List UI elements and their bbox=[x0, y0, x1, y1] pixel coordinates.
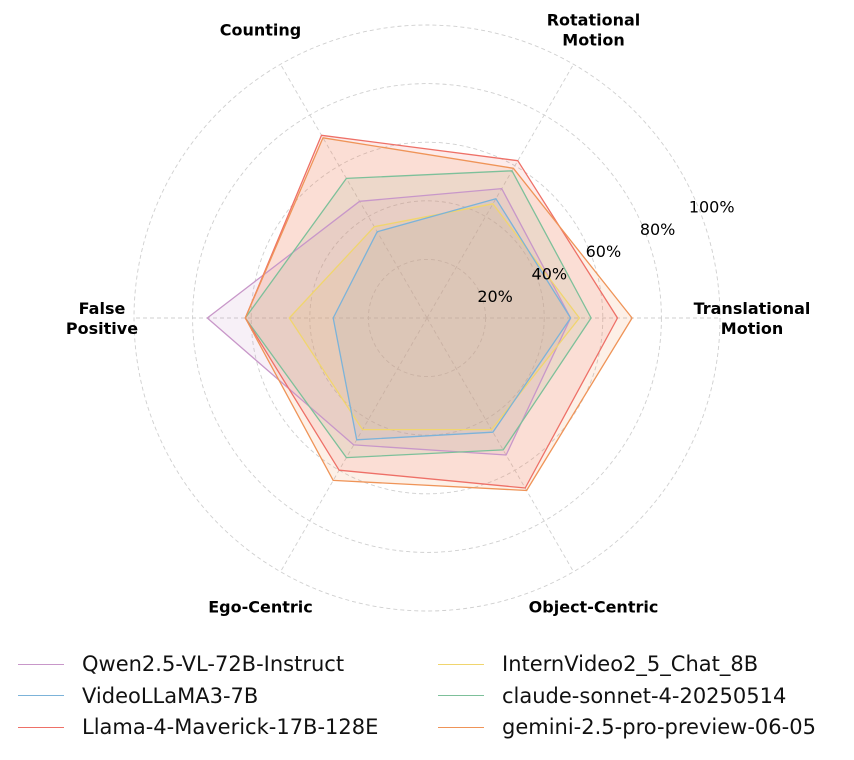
legend-item-4: claude-sonnet-4-20250514 bbox=[438, 680, 786, 712]
legend-swatch-4 bbox=[438, 695, 484, 696]
axis-label-2: Rotational Motion bbox=[547, 11, 641, 50]
legend-label-6: gemini-2.5-pro-preview-06-05 bbox=[502, 715, 816, 739]
radar-chart: 20% 40% 60% 80% 100% Translational Motion Rota… bbox=[66, 11, 810, 617]
tick-label-3: 60% bbox=[586, 242, 622, 261]
series-line-1 bbox=[206, 187, 572, 456]
legend-swatch-1 bbox=[18, 663, 64, 665]
series-fills bbox=[207, 135, 633, 491]
legend-swatch-3 bbox=[18, 695, 64, 696]
series-fill-5 bbox=[245, 135, 618, 489]
tick-label-1: 20% bbox=[477, 287, 513, 306]
series-line-2 bbox=[288, 203, 581, 431]
radial-tick-labels: 20% 40% 60% 80% 100% bbox=[477, 197, 734, 306]
radar-grid bbox=[133, 24, 721, 612]
series-fill-3 bbox=[333, 198, 571, 440]
legend-swatch-5 bbox=[18, 726, 64, 728]
legend-label-2: InternVideo2_5_Chat_8B bbox=[502, 652, 759, 676]
legend-label-4: claude-sonnet-4-20250514 bbox=[502, 683, 787, 708]
series-line-3 bbox=[332, 198, 572, 441]
legend-swatch-6 bbox=[438, 726, 484, 728]
legend-item-3: VideoLLaMA3-7B bbox=[18, 680, 258, 712]
axis-label-4: False Positive bbox=[66, 299, 138, 338]
axis-label-5: Ego-Centric bbox=[208, 597, 313, 616]
legend: Qwen2.5-VL-72B-Instruct InternVideo2_5_Ch… bbox=[0, 648, 854, 748]
legend-item-6: gemini-2.5-pro-preview-06-05 bbox=[438, 711, 816, 743]
series-fill-2 bbox=[289, 203, 580, 430]
legend-label-3: VideoLLaMA3-7B bbox=[82, 683, 259, 708]
grid-ring-5 bbox=[133, 24, 721, 612]
axis-labels: Translational Motion Rotational Motion Count… bbox=[66, 11, 810, 617]
tick-label-2: 40% bbox=[532, 265, 568, 284]
legend-label-5: Llama-4-Maverick-17B-128E bbox=[82, 715, 379, 739]
legend-item-2: InternVideo2_5_Chat_8B bbox=[438, 648, 758, 680]
legend-item-1: Qwen2.5-VL-72B-Instruct bbox=[18, 648, 344, 680]
series-fill-6 bbox=[245, 137, 633, 491]
series-fill-4 bbox=[245, 170, 592, 458]
tick-label-4: 80% bbox=[640, 220, 676, 239]
grid-ring-2 bbox=[309, 200, 545, 436]
series-fill-1 bbox=[207, 188, 571, 455]
legend-item-5: Llama-4-Maverick-17B-128E bbox=[18, 711, 378, 743]
axis-label-3: Counting bbox=[220, 21, 302, 40]
series-line-6 bbox=[244, 137, 633, 492]
axis-label-1: Translational Motion bbox=[694, 299, 811, 338]
axis-label-6: Object-Centric bbox=[529, 597, 659, 616]
tick-label-5: 100% bbox=[689, 197, 735, 216]
legend-label-1: Qwen2.5-VL-72B-Instruct bbox=[82, 652, 345, 676]
series-outlines bbox=[206, 134, 633, 492]
legend-swatch-2 bbox=[438, 663, 484, 665]
